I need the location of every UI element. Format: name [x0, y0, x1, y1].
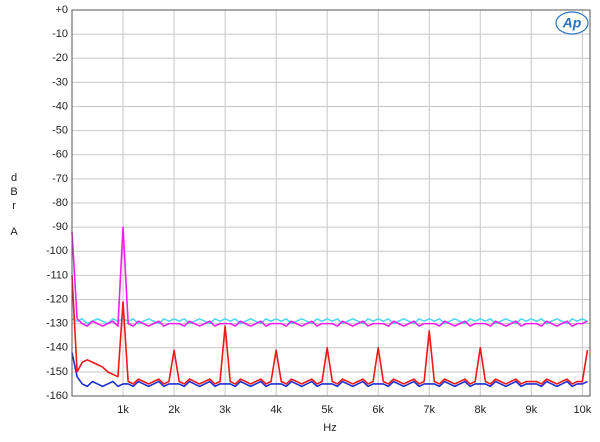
y-axis-unit: A: [10, 226, 18, 238]
y-axis-label: dBr: [8, 172, 20, 214]
plot-border: [71, 9, 591, 397]
logo: Ap: [562, 15, 582, 31]
y-tick-label: -60: [52, 149, 68, 161]
x-tick-label: 8k: [474, 404, 486, 416]
x-axis-label: Hz: [323, 422, 336, 434]
x-tick-label: 5k: [321, 404, 333, 416]
y-tick-label: -100: [46, 245, 68, 257]
trace: [71, 352, 588, 388]
y-tick-label: -130: [46, 318, 68, 330]
x-tick-label: 1k: [117, 404, 129, 416]
y-tick-label: -50: [52, 125, 68, 137]
x-tick-label: 10k: [573, 404, 591, 416]
y-tick-label: -10: [52, 28, 68, 40]
y-tick-label: +0: [55, 4, 68, 16]
y-tick-label: -120: [46, 293, 68, 305]
y-tick-label: -30: [52, 76, 68, 88]
y-tick-label: -140: [46, 342, 68, 354]
logo-badge: [555, 11, 589, 35]
x-tick-label: 7k: [423, 404, 435, 416]
traces: [71, 226, 589, 388]
trace: [71, 226, 588, 327]
x-tick-label: 9k: [525, 404, 537, 416]
y-tick-label: -70: [52, 173, 68, 185]
x-tick-label: 6k: [372, 404, 384, 416]
trace: [71, 318, 588, 325]
y-tick-label: -90: [52, 221, 68, 233]
x-tick-label: 3k: [219, 404, 231, 416]
y-tick-label: -160: [46, 390, 68, 402]
y-tick-label: -20: [52, 52, 68, 64]
trace: [71, 275, 589, 385]
x-tick-label: 4k: [270, 404, 282, 416]
y-tick-label: -80: [52, 197, 68, 209]
x-tick-label: 2k: [168, 404, 180, 416]
y-tick-label: -110: [47, 269, 68, 281]
y-tick-label: -40: [52, 100, 68, 112]
y-tick-label: -150: [46, 366, 68, 378]
